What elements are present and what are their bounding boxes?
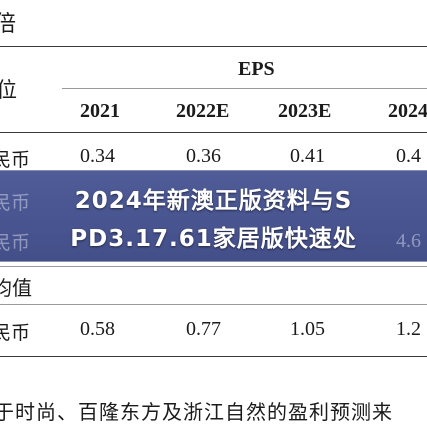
row4-value-2022e: 0.77 [186, 318, 221, 340]
row2-value-2024: 4.6 [396, 230, 421, 252]
row1-value-2021: 0.34 [80, 145, 115, 167]
row1-value-2022e: 0.36 [186, 145, 221, 167]
table-top-rule [0, 46, 427, 47]
eps-underline [62, 88, 427, 89]
header-bottom-rule [0, 132, 427, 133]
title-fragment: 倍 [0, 12, 17, 37]
overlay-banner: 2024年新澳正版资料与S PD3.17.61家居版快速处 [0, 170, 427, 262]
section-rule [0, 266, 427, 267]
row4-value-2024: 1.2 [396, 318, 421, 340]
eps-header: EPS [238, 58, 275, 80]
row-label-4: 民币 [0, 322, 31, 344]
year-header-0: 2021 [80, 100, 120, 122]
value-section-label: 均值 [0, 276, 32, 300]
row-label-3: 民币 [0, 232, 31, 254]
banner-line-1: 2024年新澳正版资料与S [74, 188, 353, 214]
value-section-underline [0, 304, 427, 305]
row1-value-2023e: 0.41 [290, 145, 325, 167]
row-label-2: 民币 [0, 192, 31, 214]
table-bottom-rule [0, 356, 427, 357]
row4-value-2023e: 1.05 [290, 318, 325, 340]
row1-value-2024: 0.4 [396, 145, 421, 167]
year-header-2: 2023E [278, 100, 332, 122]
year-header-3: 2024 [388, 100, 427, 122]
banner-line-2: PD3.17.61家居版快速处 [70, 226, 357, 252]
row-label-1: 民币 [0, 149, 31, 171]
year-header-1: 2022E [176, 100, 230, 122]
unit-label: 位 [0, 78, 17, 102]
footnote-text: 于时尚、百隆东方及浙江自然的盈利预测来 [0, 400, 393, 424]
row4-value-2021: 0.58 [80, 318, 115, 340]
